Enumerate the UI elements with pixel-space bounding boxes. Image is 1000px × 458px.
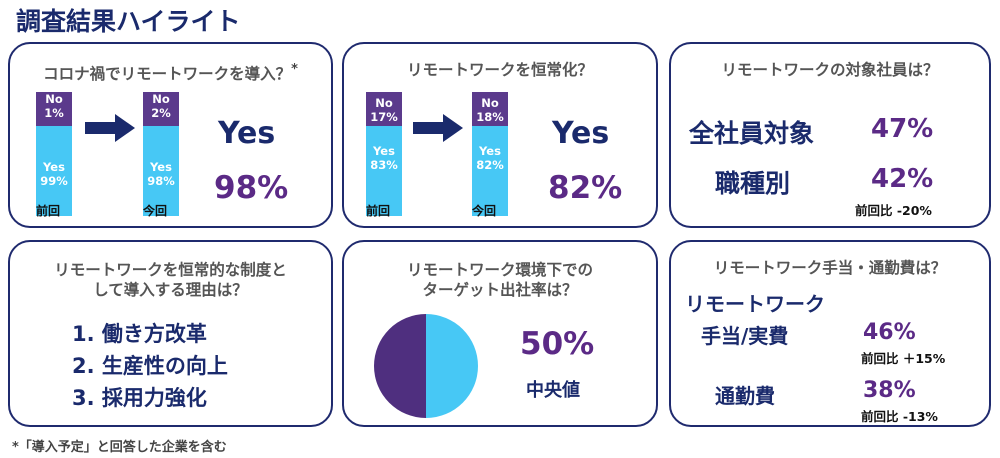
bar-no-segment: No 1%	[36, 92, 72, 126]
pie-slice-right	[426, 314, 478, 418]
answer-yes: Yes	[552, 116, 610, 151]
card-target-employees: リモートワークの対象社員は？ 全社員対象 47% 職種別 42% 前回比 -20…	[669, 42, 991, 228]
card-office-attendance: リモートワーク環境下での ターゲット出社率は？ 50% 中央値	[342, 240, 658, 427]
card-title: リモートワーク手当・通勤費は？	[713, 259, 947, 277]
card-title: リモートワークの対象社員は？	[721, 61, 939, 79]
commute-row-value: 38%	[863, 378, 916, 403]
answer-percent: 98%	[214, 170, 289, 206]
bar-no-segment: No 2%	[143, 92, 179, 126]
arrow-right-icon	[85, 114, 135, 142]
bar-current: No 18% Yes 82%	[472, 92, 508, 216]
bar-yes-segment: Yes 82%	[472, 126, 508, 216]
commute-row-label: 通勤費	[715, 384, 775, 408]
card-title: リモートワーク環境下での ターゲット出社率は？	[406, 261, 593, 299]
bar-label-current: 今回	[143, 204, 168, 218]
bar-label-previous: 前回	[36, 204, 61, 218]
reason-item: 1. 働き方改革	[72, 322, 207, 346]
bar-yes-segment: Yes 99%	[36, 126, 72, 216]
bar-current: No 2% Yes 98%	[143, 92, 179, 216]
reason-item: 2. 生産性の向上	[72, 354, 228, 378]
card-allowance: リモートワーク手当・通勤費は？ リモートワーク 手当/実費 46% 前回比 ＋1…	[669, 240, 991, 427]
median-label: 中央値	[526, 380, 580, 401]
bar-previous: No 1% Yes 99%	[36, 92, 72, 216]
card-title: リモートワークを恒常化？	[406, 61, 593, 79]
card-permanent: リモートワークを恒常化？ No 17% Yes 83% 前回 No 18% Yes 82…	[342, 42, 658, 228]
row-by-job-note: 前回比 -20%	[855, 203, 932, 218]
page-title: 調査結果ハイライト	[16, 7, 241, 36]
card-title: リモートワークを恒常的な制度と して導入する理由は？	[54, 261, 287, 299]
card-reasons: リモートワークを恒常的な制度と して導入する理由は？ 1. 働き方改革 2. 生…	[8, 240, 333, 427]
bar-no-segment: No 18%	[472, 92, 508, 126]
allowance-row-note: 前回比 ＋15%	[861, 351, 946, 366]
bar-yes-segment: Yes 83%	[366, 126, 402, 216]
arrow-right-icon	[413, 114, 463, 142]
bar-label-previous: 前回	[366, 204, 391, 218]
bar-label-current: 今回	[472, 204, 497, 218]
row-all-employees-value: 47%	[871, 114, 934, 144]
pie-chart	[374, 314, 478, 418]
allowance-heading: リモートワーク	[685, 292, 825, 316]
answer-percent: 82%	[548, 170, 623, 206]
allowance-row-value: 46%	[863, 320, 916, 345]
bar-yes-segment: Yes 98%	[143, 126, 179, 216]
reason-item: 3. 採用力強化	[72, 386, 207, 410]
pie-slice-left	[374, 314, 426, 418]
card-covid-adoption: コロナ禍でリモートワークを導入？* No 1% Yes 99% 前回 No 2% Ye…	[8, 42, 333, 228]
allowance-row-label: 手当/実費	[701, 324, 789, 348]
row-all-employees-label: 全社員対象	[689, 119, 815, 148]
row-by-job-value: 42%	[871, 164, 934, 194]
commute-row-note: 前回比 -13%	[861, 409, 938, 424]
bar-previous: No 17% Yes 83%	[366, 92, 402, 216]
card-title: コロナ禍でリモートワークを導入？*	[43, 62, 298, 84]
answer-yes: Yes	[218, 116, 276, 151]
median-value: 50%	[520, 326, 595, 362]
row-by-job-label: 職種別	[715, 169, 791, 198]
bar-no-segment: No 17%	[366, 92, 402, 126]
footnote: *「導入予定」と回答した企業を含む	[12, 440, 227, 455]
